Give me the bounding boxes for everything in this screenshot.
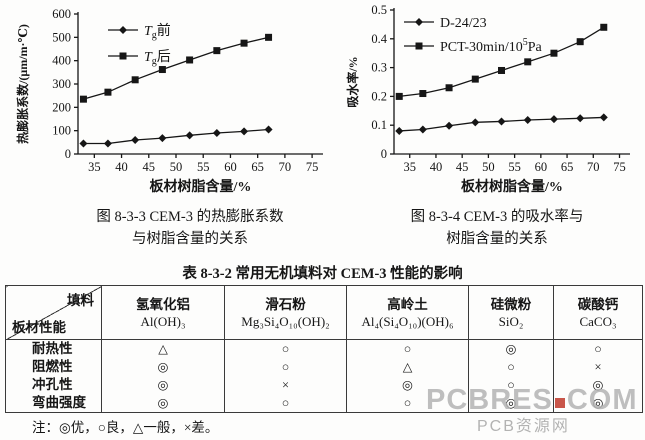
rating-cell: ○	[346, 339, 469, 358]
svg-text:35: 35	[403, 160, 416, 174]
svg-text:55: 55	[197, 160, 210, 174]
watermark-subtitle: PCB资源网	[477, 418, 570, 435]
svg-text:0: 0	[65, 147, 71, 161]
column-header: 氢氧化铝 Al(OH)₃	[101, 285, 225, 340]
rating-cell: ◎	[101, 376, 225, 394]
rating-cell: ◎	[468, 339, 554, 358]
svg-text:0: 0	[381, 147, 387, 161]
svg-text:75: 75	[306, 160, 319, 174]
svg-text:55: 55	[508, 160, 520, 174]
water-absorption-chart: 35 40 45 50 55 60 65 70 75 0 0.1 0.2 0.3 0.4 0.5 板材树脂含量…	[345, 3, 630, 195]
corner-label-property: 板材性能	[12, 320, 66, 335]
svg-text:400: 400	[52, 54, 71, 68]
svg-text:0.5: 0.5	[371, 3, 387, 17]
rating-cell: ◎	[553, 376, 643, 394]
rating-cell: ○	[468, 358, 554, 376]
svg-text:D-24/23: D-24/23	[440, 16, 487, 31]
svg-text:50: 50	[170, 160, 183, 174]
svg-text:板材树脂含量/%: 板材树脂含量/%	[461, 178, 563, 195]
svg-text:65: 65	[561, 160, 574, 174]
rating-cell: ◎	[101, 358, 225, 376]
watermark-red-square-icon	[554, 398, 565, 408]
caption-line: 图 8-3-4 CEM-3 的吸水率与	[410, 209, 584, 225]
rating-cell: ○	[224, 358, 347, 376]
row-label: 耐热性	[5, 339, 102, 358]
rating-cell: △	[346, 358, 469, 376]
column-header: 硅微粉 SiO₂	[468, 285, 554, 340]
rating-cell: △	[101, 339, 225, 358]
svg-text:45: 45	[456, 160, 469, 174]
row-label: 冲孔性	[5, 376, 102, 394]
table-row: 弯曲强度 ◎ ○ ○ ◎ ◎	[5, 394, 643, 413]
svg-text:600: 600	[52, 7, 71, 21]
rating-cell: ×	[224, 376, 347, 394]
svg-text:板材树脂含量/%: 板材树脂含量/%	[150, 178, 252, 195]
watermark-text-left: PCBRES	[426, 384, 553, 416]
svg-text:500: 500	[52, 30, 71, 44]
table-row: 冲孔性 ◎ × ◎ ○ ◎	[5, 376, 643, 394]
svg-text:60: 60	[535, 160, 548, 174]
watermark-text-right: COM	[566, 384, 638, 416]
svg-text:70: 70	[587, 160, 600, 174]
row-label: 阻燃性	[5, 358, 102, 376]
svg-text:200: 200	[52, 100, 71, 114]
column-header: 滑石粉 Mg₃Si₄O₁₀(OH)₂	[224, 285, 347, 340]
svg-text:50: 50	[482, 160, 495, 174]
rating-cell: ○	[224, 339, 347, 358]
svg-text:0.3: 0.3	[371, 61, 387, 75]
svg-text:45: 45	[143, 160, 156, 174]
watermark-logo: PCBRES COM	[426, 384, 638, 417]
corner-label-filler: 填料	[67, 293, 94, 308]
svg-text:300: 300	[52, 77, 71, 91]
svg-text:Tg后: Tg后	[144, 49, 171, 67]
svg-text:40: 40	[115, 160, 128, 174]
column-header: 碳酸钙 CaCO₃	[553, 285, 643, 340]
table-row: 耐热性 △ ○ ○ ◎ ○	[5, 339, 643, 358]
svg-text:35: 35	[88, 160, 101, 174]
rating-cell: ◎	[553, 394, 643, 413]
figure-caption-8-3-3: 图 8-3-3 CEM-3 的热膨胀系数 与树脂含量的关系	[40, 206, 340, 250]
row-label: 弯曲强度	[5, 394, 102, 413]
svg-text:0.4: 0.4	[371, 32, 387, 46]
corner-cell: 填料 板材性能	[5, 285, 102, 340]
svg-text:0.1: 0.1	[371, 118, 387, 132]
legend-note: 注：◎优，○良，△一般，×差。	[32, 420, 219, 435]
svg-text:70: 70	[279, 160, 292, 174]
svg-text:100: 100	[52, 124, 71, 138]
svg-text:Tg前: Tg前	[144, 22, 171, 41]
table-row: 阻燃性 ◎ ○ △ ○ ×	[5, 358, 643, 376]
svg-text:65: 65	[251, 160, 264, 174]
svg-text:热膨胀系数/(μm/m·℃): 热膨胀系数/(μm/m·℃)	[15, 24, 30, 144]
rating-cell: ◎	[101, 394, 225, 413]
thermal-expansion-chart: 35 40 45 50 55 60 65 70 75 0 100 200 300 400 500 600 板材树…	[15, 7, 323, 195]
rating-cell: ○	[224, 394, 347, 413]
table-title: 表 8-3-2 常用无机填料对 CEM-3 性能的影响	[182, 266, 463, 282]
figure-caption-8-3-4: 图 8-3-4 CEM-3 的吸水率与 树脂含量的关系	[352, 206, 642, 250]
column-header: 高岭土 Al₄(Si₄O₁₀)(OH)₆	[346, 285, 469, 340]
svg-text:PCT-30min/105Pa: PCT-30min/105Pa	[440, 37, 543, 55]
svg-text:60: 60	[224, 160, 237, 174]
caption-line: 树脂含量的关系	[446, 231, 548, 247]
filler-effects-table: 填料 板材性能 氢氧化铝 Al(OH)₃ 滑石粉 Mg₃Si₄O₁₀(OH)₂ …	[5, 285, 643, 413]
svg-text:75: 75	[613, 160, 626, 174]
rating-cell: ×	[553, 358, 643, 376]
svg-text:40: 40	[430, 160, 443, 174]
svg-text:0.2: 0.2	[371, 89, 387, 103]
svg-text:吸水率/%: 吸水率/%	[345, 56, 360, 107]
caption-line: 图 8-3-3 CEM-3 的热膨胀系数	[96, 209, 284, 225]
rating-cell: ○	[553, 339, 643, 358]
caption-line: 与树脂含量的关系	[132, 231, 248, 247]
